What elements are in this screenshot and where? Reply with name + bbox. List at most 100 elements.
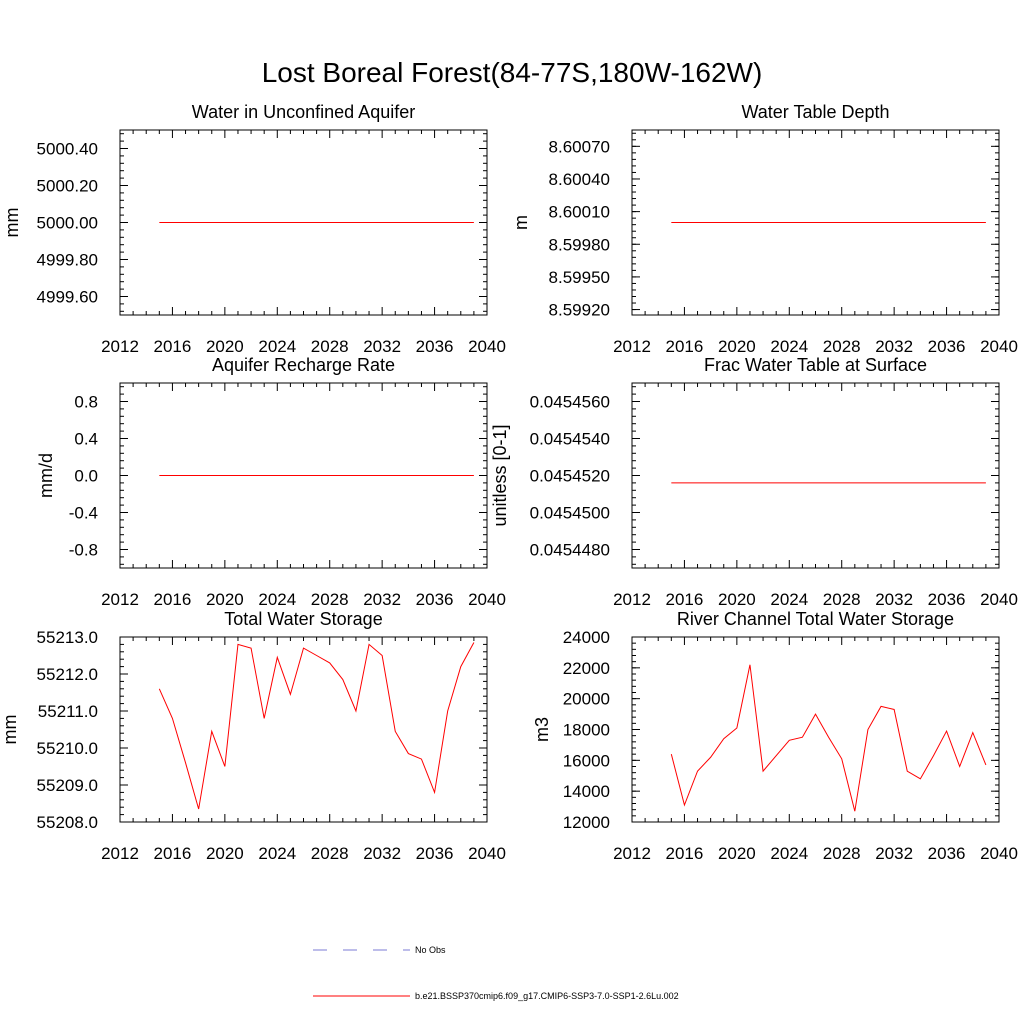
x-tick-label: 2036 bbox=[928, 844, 966, 863]
y-tick-label: -0.4 bbox=[69, 504, 98, 523]
y-tick-label: 55211.0 bbox=[38, 702, 98, 721]
x-tick-label: 2020 bbox=[206, 337, 244, 356]
x-tick-label: 2032 bbox=[363, 337, 401, 356]
x-tick-label: 2032 bbox=[363, 844, 401, 863]
y-axis-label: m bbox=[511, 215, 531, 230]
y-minor-ticks bbox=[120, 636, 487, 823]
x-tick-label: 2024 bbox=[258, 844, 296, 863]
y-tick-label: 4999.80 bbox=[37, 251, 98, 270]
x-tick-label: 2040 bbox=[468, 590, 506, 609]
y-tick-label: 8.59950 bbox=[549, 268, 610, 287]
y-tick-label: 0.0454540 bbox=[530, 430, 610, 449]
chart-panel-3: Aquifer Recharge Rate mm/d 2012 2016 2020 202… bbox=[36, 355, 506, 609]
x-tick-label: 2016 bbox=[154, 337, 192, 356]
chart-panel-6: River Channel Total Water Storage m3 2012 2… bbox=[532, 609, 1018, 863]
y-tick-label: 12000 bbox=[563, 813, 610, 832]
x-tick-label: 2028 bbox=[311, 337, 349, 356]
x-tick-label: 2012 bbox=[613, 590, 651, 609]
x-tick-label: 2016 bbox=[666, 337, 704, 356]
series-line bbox=[158, 642, 475, 810]
x-tick-label: 2020 bbox=[718, 844, 756, 863]
figure-title: Lost Boreal Forest(84-77S,180W-162W) bbox=[262, 57, 763, 88]
panel-title: Water Table Depth bbox=[741, 102, 889, 122]
y-tick-label: 20000 bbox=[563, 690, 610, 709]
panel-title: River Channel Total Water Storage bbox=[677, 609, 954, 629]
x-tick-label: 2036 bbox=[416, 844, 454, 863]
x-tick-label: 2036 bbox=[928, 337, 966, 356]
y-axis-label: mm bbox=[0, 715, 20, 745]
plot-frame bbox=[119, 636, 488, 823]
y-tick-label: 5000.20 bbox=[37, 177, 98, 196]
y-tick-label: 55210.0 bbox=[37, 739, 98, 758]
x-minor-ticks bbox=[119, 383, 488, 568]
y-tick-label: 14000 bbox=[563, 782, 610, 801]
x-tick-label: 2028 bbox=[311, 844, 349, 863]
x-tick-label: 2012 bbox=[101, 844, 139, 863]
y-axis-label: m3 bbox=[532, 717, 552, 742]
y-tick-label: 22000 bbox=[563, 659, 610, 678]
y-axis-label: mm/d bbox=[36, 453, 56, 498]
chart-panel-1: Water in Unconfined Aquifer mm 2012 2016 202… bbox=[2, 102, 506, 356]
panel-title: Total Water Storage bbox=[224, 609, 382, 629]
x-tick-label: 2040 bbox=[980, 844, 1018, 863]
y-tick-label: 0.0454520 bbox=[530, 467, 610, 486]
y-tick-label: 18000 bbox=[563, 721, 610, 740]
y-tick-label: 55213.0 bbox=[37, 628, 98, 647]
y-tick-label: 24000 bbox=[563, 628, 610, 647]
panel-title: Aquifer Recharge Rate bbox=[212, 355, 395, 375]
x-tick-label: 2020 bbox=[206, 844, 244, 863]
x-tick-label: 2036 bbox=[416, 590, 454, 609]
y-tick-label: 55208.0 bbox=[37, 813, 98, 832]
y-tick-label: 0.4 bbox=[74, 430, 98, 449]
y-tick-label: 55209.0 bbox=[37, 776, 98, 795]
x-tick-label: 2028 bbox=[823, 590, 861, 609]
y-tick-label: 4999.60 bbox=[37, 288, 98, 307]
x-tick-label: 2020 bbox=[718, 590, 756, 609]
y-tick-label: 8.60040 bbox=[549, 170, 610, 189]
legend: No Obs b.e21.BSSP370cmip6.f09_g17.CMIP6-… bbox=[313, 945, 679, 1001]
x-tick-label: 2012 bbox=[613, 844, 651, 863]
chart-panels: Water in Unconfined Aquifer mm 2012 2016 202… bbox=[0, 102, 1018, 863]
panel-title: Frac Water Table at Surface bbox=[704, 355, 927, 375]
plot-frame bbox=[631, 382, 1000, 569]
x-tick-label: 2040 bbox=[980, 337, 1018, 356]
x-tick-label: 2028 bbox=[823, 844, 861, 863]
x-tick-label: 2024 bbox=[770, 337, 808, 356]
y-tick-label: 0.0454560 bbox=[530, 393, 610, 412]
chart-panel-4: Frac Water Table at Surface unitless [0-1… bbox=[490, 355, 1018, 609]
x-tick-label: 2040 bbox=[980, 590, 1018, 609]
x-tick-label: 2020 bbox=[206, 590, 244, 609]
y-tick-label: 5000.40 bbox=[37, 140, 98, 159]
y-tick-label: 8.59980 bbox=[549, 235, 610, 254]
y-minor-ticks bbox=[632, 132, 999, 311]
y-tick-label: 8.59920 bbox=[549, 301, 610, 320]
x-tick-label: 2012 bbox=[101, 337, 139, 356]
x-tick-label: 2032 bbox=[875, 337, 913, 356]
x-tick-label: 2028 bbox=[311, 590, 349, 609]
legend-model-label: b.e21.BSSP370cmip6.f09_g17.CMIP6-SSP3-7.… bbox=[415, 991, 679, 1001]
x-tick-label: 2016 bbox=[154, 590, 192, 609]
y-tick-label: 8.60070 bbox=[549, 137, 610, 156]
x-tick-label: 2012 bbox=[101, 590, 139, 609]
plot-frame bbox=[631, 636, 1000, 823]
chart-panel-5: Total Water Storage mm 2012 2016 2020 2024 202… bbox=[0, 609, 506, 863]
x-tick-label: 2024 bbox=[770, 590, 808, 609]
x-tick-label: 2024 bbox=[770, 844, 808, 863]
y-tick-label: 16000 bbox=[563, 751, 610, 770]
x-tick-label: 2016 bbox=[154, 844, 192, 863]
y-tick-label: 0.0454500 bbox=[530, 504, 610, 523]
y-minor-ticks bbox=[632, 636, 999, 823]
y-minor-ticks bbox=[632, 386, 999, 565]
y-tick-label: 55212.0 bbox=[37, 665, 98, 684]
x-minor-ticks bbox=[631, 637, 1000, 822]
x-tick-label: 2024 bbox=[258, 337, 296, 356]
x-tick-label: 2024 bbox=[258, 590, 296, 609]
x-tick-label: 2012 bbox=[613, 337, 651, 356]
legend-obs-label: No Obs bbox=[415, 945, 446, 955]
x-tick-label: 2040 bbox=[468, 337, 506, 356]
x-tick-label: 2036 bbox=[928, 590, 966, 609]
chart-panel-2: Water Table Depth m 2012 2016 2020 2024 2028 20… bbox=[511, 102, 1018, 356]
y-tick-label: 0.0454480 bbox=[530, 541, 610, 560]
x-tick-label: 2040 bbox=[468, 844, 506, 863]
